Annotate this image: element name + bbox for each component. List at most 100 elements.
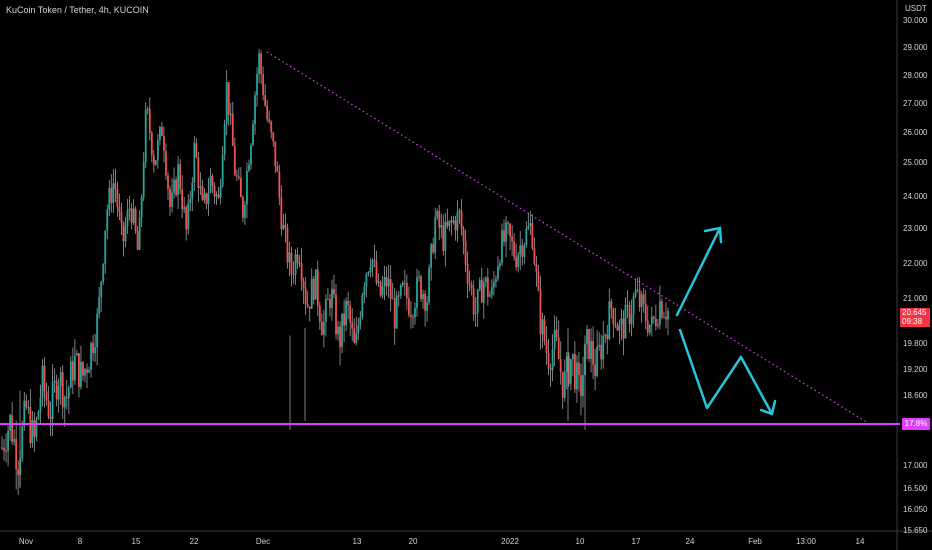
candle-up: [527, 225, 530, 229]
candle-up: [495, 279, 497, 282]
candle-up: [102, 264, 105, 282]
candle-down: [43, 365, 46, 392]
candle-down: [175, 179, 177, 195]
candle-down: [424, 293, 426, 311]
candle-down: [547, 352, 550, 369]
candle-up: [63, 396, 66, 408]
candle-up: [523, 245, 526, 257]
candle-down: [86, 369, 88, 373]
candle-up: [369, 267, 372, 273]
candle-down: [567, 356, 570, 384]
candle-down: [286, 227, 289, 263]
support-level-badge: 17.8%: [902, 418, 930, 430]
candle-up: [88, 369, 90, 373]
candle-down: [15, 438, 18, 470]
candle-down: [480, 280, 483, 303]
candle-down: [260, 53, 263, 75]
candle-up: [171, 192, 173, 207]
candle-down: [308, 306, 311, 309]
candle-up: [146, 108, 149, 110]
candle-up: [401, 282, 404, 286]
price-axis[interactable]: 30.000 29.000 28.000 27.000 26.000 25.000 24.0…: [903, 16, 928, 535]
candle-up: [519, 245, 522, 255]
candle-up: [310, 278, 313, 309]
candle-up: [365, 274, 368, 287]
candle-up: [456, 211, 459, 231]
time-tick-label: 15: [132, 537, 141, 546]
candle-down: [130, 208, 133, 223]
candle-down: [120, 212, 123, 223]
candle-up: [254, 95, 256, 125]
candle-up: [100, 281, 103, 298]
candle-up: [399, 285, 402, 296]
candle-up: [650, 316, 653, 325]
candle-up: [478, 280, 481, 290]
candle-down: [661, 301, 663, 318]
current-price-badge: 20.645 09:38: [900, 308, 930, 327]
candle-down: [543, 319, 546, 342]
candle-up: [193, 143, 196, 183]
candle-up: [132, 208, 135, 223]
candle-down: [29, 407, 32, 444]
candle-down: [515, 257, 518, 268]
candle-up: [294, 254, 297, 275]
candle-up: [128, 208, 131, 211]
candle-down: [318, 305, 321, 322]
time-tick-label: 17: [632, 537, 641, 546]
candle-up: [476, 289, 479, 313]
candle-down: [205, 193, 208, 205]
candle-down: [292, 274, 295, 276]
candle-down: [561, 371, 564, 398]
candle-down: [136, 230, 139, 250]
candle-up: [618, 324, 621, 331]
candle-down: [181, 189, 184, 210]
candle-down: [405, 282, 408, 299]
candle-up: [189, 199, 192, 203]
candle-down: [163, 135, 165, 151]
candle-down: [33, 420, 36, 437]
candle-up: [108, 187, 111, 210]
candle-up: [624, 304, 627, 339]
candle-up: [444, 222, 447, 252]
candle-down: [614, 323, 617, 326]
candle-down: [644, 303, 647, 321]
price-tick-label: 22.000: [903, 259, 928, 268]
time-tick-label: 14: [856, 537, 865, 546]
candle-up: [337, 326, 339, 335]
candle-up: [448, 220, 451, 227]
candle-up: [207, 192, 210, 205]
price-tick-label: 21.000: [903, 294, 928, 303]
candle-up: [258, 53, 260, 74]
candle-up: [177, 164, 180, 195]
candle-up: [244, 204, 246, 218]
candle-up: [576, 362, 578, 390]
candle-up: [80, 361, 82, 387]
candle-up: [355, 333, 358, 343]
candle-down: [509, 223, 512, 237]
time-axis[interactable]: Nov 8 15 22 Dec 13 20 2022 10 17 24 Feb 13:00 14: [19, 537, 865, 546]
candle-down: [333, 288, 335, 295]
candle-down: [654, 318, 657, 327]
candle-down: [580, 375, 582, 397]
candle-up: [67, 387, 70, 399]
candle-up: [59, 372, 62, 387]
candle-up: [219, 186, 222, 198]
time-tick-label: 13: [353, 537, 362, 546]
candle-down: [290, 252, 293, 275]
candle-up: [363, 286, 366, 296]
candle-down: [420, 276, 422, 300]
candle-down: [122, 222, 125, 242]
candle-up: [27, 407, 30, 409]
candle-down: [652, 316, 655, 319]
candle-up: [656, 324, 659, 327]
candle-up: [225, 82, 228, 124]
candle-up: [632, 296, 635, 315]
chart-title: KuCoin Token / Tether, 4h, KUCOIN: [6, 5, 149, 15]
candle-down: [78, 353, 80, 387]
time-tick-label: Nov: [19, 537, 33, 546]
candle-down: [47, 400, 50, 417]
price-tick-label: 16.050: [903, 505, 928, 514]
candle-down: [82, 361, 84, 376]
candle-down: [592, 340, 595, 365]
